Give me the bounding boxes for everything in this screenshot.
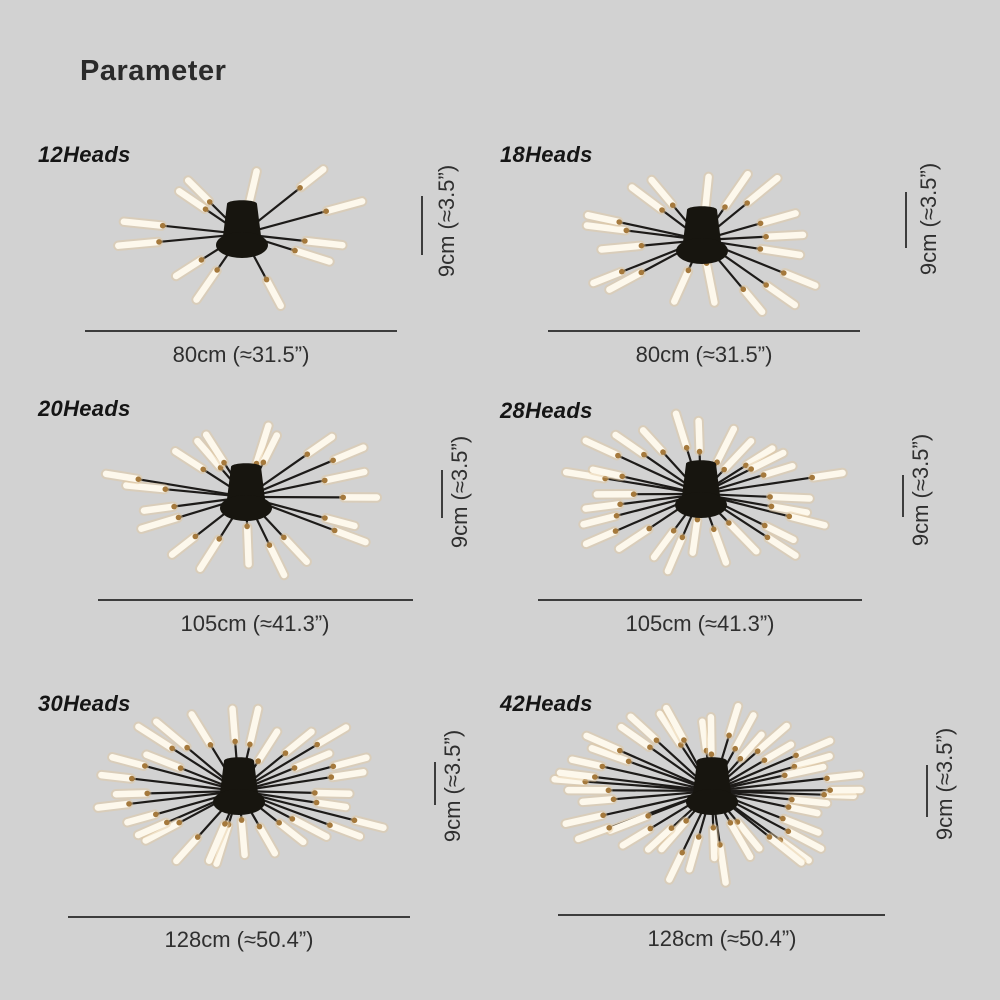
lamp-canopy bbox=[220, 463, 272, 521]
lamp-illustration-18heads bbox=[581, 168, 821, 318]
page-title: Parameter bbox=[80, 55, 227, 87]
height-dimension-label: 9cm (≈3.5”) bbox=[908, 433, 933, 547]
width-dimension-label: 105cm (≈41.3”) bbox=[625, 611, 775, 636]
width-dimension-line bbox=[548, 330, 860, 332]
width-dimension-line bbox=[68, 916, 410, 918]
lamp-illustration-42heads bbox=[549, 700, 866, 888]
heads-count-label: 42Heads bbox=[500, 691, 593, 716]
heads-count-label: 18Heads bbox=[500, 142, 593, 167]
width-dimension-line bbox=[85, 330, 397, 332]
heads-count-label: 30Heads bbox=[38, 691, 131, 716]
width-dimension-label: 105cm (≈41.3”) bbox=[180, 611, 330, 636]
lamp-canopy bbox=[213, 757, 265, 815]
lamp-canopy bbox=[686, 757, 738, 815]
heads-count-label: 12Heads bbox=[38, 142, 131, 167]
lamp-illustration-12heads bbox=[113, 164, 368, 312]
width-dimension-line bbox=[98, 599, 413, 601]
height-dimension-line bbox=[434, 762, 436, 805]
lamp-canopy bbox=[216, 200, 268, 258]
height-dimension-line bbox=[905, 192, 907, 248]
height-dimension-label: 9cm (≈3.5”) bbox=[932, 727, 957, 841]
lamp-illustration-30heads bbox=[92, 703, 389, 869]
height-dimension-line bbox=[902, 475, 904, 517]
height-dimension-line bbox=[926, 765, 928, 817]
width-dimension-line bbox=[558, 914, 885, 916]
heads-count-label: 20Heads bbox=[38, 396, 131, 421]
lamp-canopy bbox=[675, 460, 727, 518]
width-dimension-label: 80cm (≈31.5”) bbox=[635, 342, 773, 367]
width-dimension-line bbox=[538, 599, 862, 601]
width-dimension-label: 128cm (≈50.4”) bbox=[164, 927, 314, 952]
lamp-canopy bbox=[676, 206, 728, 264]
height-dimension-label: 9cm (≈3.5”) bbox=[440, 729, 465, 843]
width-dimension-label: 128cm (≈50.4”) bbox=[647, 926, 797, 951]
height-dimension-label: 9cm (≈3.5”) bbox=[434, 164, 459, 278]
lamp-illustration-20heads bbox=[100, 420, 383, 581]
height-dimension-line bbox=[441, 470, 443, 518]
lamp-illustration-28heads bbox=[560, 408, 848, 577]
heads-count-label: 28Heads bbox=[500, 398, 593, 423]
height-dimension-label: 9cm (≈3.5”) bbox=[916, 162, 941, 276]
height-dimension-line bbox=[421, 196, 423, 255]
width-dimension-label: 80cm (≈31.5”) bbox=[172, 342, 310, 367]
height-dimension-label: 9cm (≈3.5”) bbox=[447, 435, 472, 549]
